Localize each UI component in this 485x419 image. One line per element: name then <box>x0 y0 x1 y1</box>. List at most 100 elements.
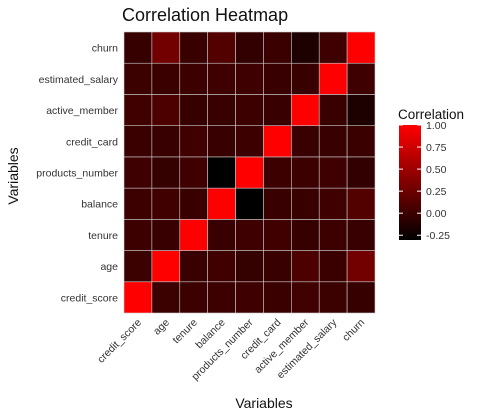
heatmap-cell-products_number-tenure <box>235 219 264 251</box>
heatmap-cell-tenure-churn <box>179 31 208 64</box>
heatmap-cell-age-tenure <box>151 219 181 251</box>
x-tick-label-churn: churn <box>340 317 367 344</box>
heatmap-cell-credit_card-credit_card <box>263 125 292 158</box>
heatmap-cell-active_member-active_member <box>291 94 320 126</box>
heatmap-cell-tenure-active_member <box>179 94 208 126</box>
heatmap-cell-age-credit_card <box>151 125 181 158</box>
y-tick-label-balance: balance <box>81 199 118 211</box>
legend-color-bar <box>399 125 421 240</box>
y-tick-label-credit_score: credit_score <box>61 292 118 304</box>
heatmap-cell-active_member-estimated_salary <box>291 62 320 95</box>
heatmap-cell-credit_card-churn <box>263 31 292 64</box>
heatmap-cell-balance-credit_score <box>207 281 236 314</box>
legend-ticks: 1.00 0.75 0.50 0.25 0.00 -0.25 <box>399 120 450 242</box>
heatmap-cell-active_member-credit_score <box>291 281 320 314</box>
heatmap-cell-age-churn <box>151 31 181 64</box>
heatmap-cell-credit_card-products_number <box>263 156 292 189</box>
heatmap-cell-tenure-credit_score <box>179 281 208 314</box>
heatmap-cell-churn-tenure <box>346 219 376 251</box>
heatmap-cell-balance-products_number <box>207 156 236 189</box>
heatmap-cell-credit_score-products_number <box>123 156 153 189</box>
heatmap-cell-tenure-balance <box>179 187 208 220</box>
heatmap-cell-credit_card-credit_score <box>263 281 292 314</box>
heatmap-cell-products_number-credit_card <box>235 125 264 158</box>
heatmap-cell-credit_score-age <box>123 250 153 283</box>
color-legend: Correlation 1.00 0.75 0.50 0.25 0.00 -0.25 <box>398 107 464 242</box>
heatmap-cell-credit_score-churn <box>123 31 153 64</box>
heatmap-cell-age-products_number <box>151 156 181 189</box>
heatmap-cell-tenure-credit_card <box>179 125 208 158</box>
legend-tick-label: -0.25 <box>426 230 450 242</box>
heatmap-cell-balance-churn <box>207 31 236 64</box>
heatmap-cell-tenure-age <box>179 250 208 283</box>
legend-tick-label: 0.00 <box>426 208 447 220</box>
heatmap-cell-products_number-churn <box>235 31 264 64</box>
heatmap-cell-credit_card-active_member <box>263 94 292 126</box>
heatmap-cell-estimated_salary-estimated_salary <box>318 62 348 95</box>
heatmap-cell-products_number-active_member <box>235 94 264 126</box>
legend-tick-label: 0.50 <box>426 164 447 176</box>
heatmap-tiles <box>123 31 376 314</box>
legend-tick-label: 0.75 <box>426 142 447 154</box>
heatmap-cell-tenure-estimated_salary <box>179 62 208 95</box>
heatmap-cell-products_number-estimated_salary <box>235 62 264 95</box>
heatmap-cell-products_number-products_number <box>235 156 264 189</box>
heatmap-cell-churn-churn <box>346 31 376 64</box>
heatmap-cell-estimated_salary-active_member <box>318 94 348 126</box>
heatmap-cell-estimated_salary-credit_card <box>318 125 348 158</box>
heatmap-cell-estimated_salary-age <box>318 250 348 283</box>
x-axis-title: Variables <box>235 395 292 411</box>
y-axis-title: Variables <box>5 147 21 204</box>
heatmap-cell-churn-age <box>346 250 376 283</box>
heatmap-cell-estimated_salary-products_number <box>318 156 348 189</box>
heatmap-cell-active_member-tenure <box>291 219 320 251</box>
heatmap-cell-credit_score-estimated_salary <box>123 62 153 95</box>
heatmap-cell-age-active_member <box>151 94 181 126</box>
heatmap-cell-credit_card-age <box>263 250 292 283</box>
y-tick-label-estimated_salary: estimated_salary <box>39 74 119 86</box>
heatmap-cell-estimated_salary-credit_score <box>318 281 348 314</box>
heatmap-cell-age-estimated_salary <box>151 62 181 95</box>
heatmap-cell-active_member-age <box>291 250 320 283</box>
heatmap-cell-estimated_salary-tenure <box>318 219 348 251</box>
legend-title: Correlation <box>398 107 464 122</box>
heatmap-cell-balance-active_member <box>207 94 236 126</box>
heatmap-cell-credit_card-balance <box>263 187 292 220</box>
y-tick-label-tenure: tenure <box>88 230 118 242</box>
legend-tick-label: 1.00 <box>426 120 447 132</box>
y-tick-label-products_number: products_number <box>36 168 118 180</box>
heatmap-cell-tenure-products_number <box>179 156 208 189</box>
heatmap-cell-credit_score-tenure <box>123 219 153 251</box>
heatmap-cell-credit_score-balance <box>123 187 153 220</box>
heatmap-cell-churn-active_member <box>346 94 376 126</box>
heatmap-cell-credit_score-credit_score <box>123 281 153 314</box>
heatmap-cell-credit_score-credit_card <box>123 125 153 158</box>
x-tick-label-credit_score: credit_score <box>95 317 144 366</box>
y-tick-label-active_member: active_member <box>46 105 118 117</box>
heatmap-cell-credit_card-tenure <box>263 219 292 251</box>
y-tick-label-churn: churn <box>92 43 118 55</box>
heatmap-cell-balance-tenure <box>207 219 236 251</box>
y-axis-tick-labels: credit_score age tenure balance products_num… <box>36 43 118 305</box>
y-tick-label-credit_card: credit_card <box>66 136 118 148</box>
heatmap-cell-balance-estimated_salary <box>207 62 236 95</box>
heatmap-cell-churn-estimated_salary <box>346 62 376 95</box>
heatmap-cell-churn-products_number <box>346 156 376 189</box>
heatmap-cell-estimated_salary-balance <box>318 187 348 220</box>
x-tick-label-age: age <box>151 317 172 338</box>
heatmap-cell-active_member-credit_card <box>291 125 320 158</box>
heatmap-cell-age-balance <box>151 187 181 220</box>
heatmap-cell-age-age <box>151 250 181 283</box>
heatmap-cell-products_number-credit_score <box>235 281 264 314</box>
legend-tick-label: 0.25 <box>426 186 447 198</box>
x-axis-tick-labels: credit_score agetenurebalanceproducts_num… <box>95 316 367 383</box>
chart-title: Correlation Heatmap <box>122 5 288 25</box>
heatmap-cell-balance-balance <box>207 187 236 220</box>
heatmap-cell-products_number-balance <box>235 187 264 220</box>
heatmap-cell-churn-credit_score <box>346 281 376 314</box>
heatmap-cell-active_member-balance <box>291 187 320 220</box>
heatmap-cell-estimated_salary-churn <box>318 31 348 64</box>
heatmap-cell-credit_card-estimated_salary <box>263 62 292 95</box>
heatmap-cell-churn-credit_card <box>346 125 376 158</box>
